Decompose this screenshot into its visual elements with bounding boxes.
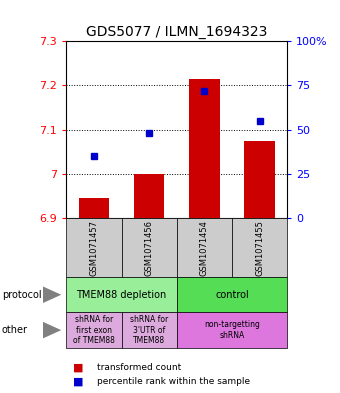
Text: transformed count: transformed count xyxy=(97,363,181,372)
Bar xyxy=(79,198,109,218)
Text: shRNA for
first exon
of TMEM88: shRNA for first exon of TMEM88 xyxy=(73,315,115,345)
Text: ■: ■ xyxy=(73,362,84,373)
Text: shRNA for
3'UTR of
TMEM88: shRNA for 3'UTR of TMEM88 xyxy=(130,315,168,345)
Text: GSM1071457: GSM1071457 xyxy=(89,220,98,275)
Bar xyxy=(244,141,275,218)
Text: TMEM88 depletion: TMEM88 depletion xyxy=(76,290,167,300)
Text: protocol: protocol xyxy=(2,290,41,300)
Bar xyxy=(134,174,164,218)
Title: GDS5077 / ILMN_1694323: GDS5077 / ILMN_1694323 xyxy=(86,25,268,39)
Text: control: control xyxy=(215,290,249,300)
Text: percentile rank within the sample: percentile rank within the sample xyxy=(97,378,250,386)
Text: GSM1071454: GSM1071454 xyxy=(200,220,209,275)
Polygon shape xyxy=(42,286,61,303)
Text: other: other xyxy=(2,325,28,335)
Bar xyxy=(189,79,220,218)
Text: GSM1071456: GSM1071456 xyxy=(145,220,154,275)
Polygon shape xyxy=(42,321,61,339)
Text: GSM1071455: GSM1071455 xyxy=(255,220,264,275)
Text: ■: ■ xyxy=(73,377,84,387)
Text: non-targetting
shRNA: non-targetting shRNA xyxy=(204,320,260,340)
